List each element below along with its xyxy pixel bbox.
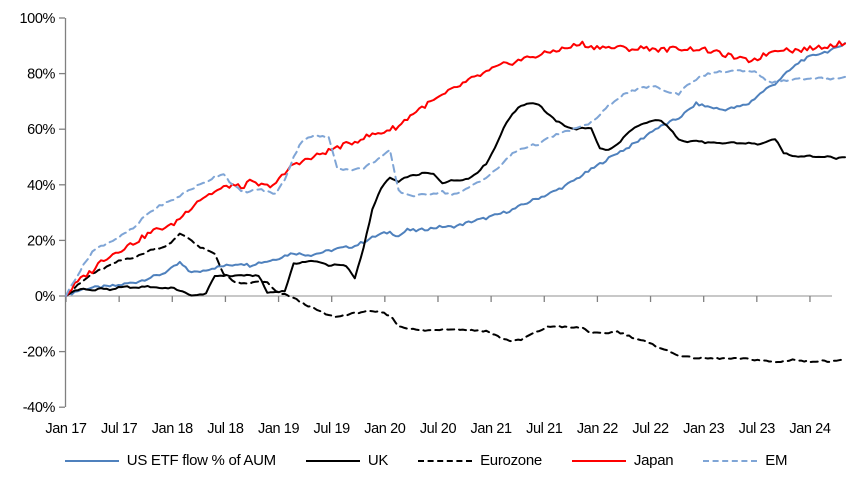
uk-line-swatch-icon	[305, 459, 360, 462]
x-tick-label: Jan 20	[364, 421, 405, 437]
y-tick-label: 0%	[35, 289, 56, 305]
x-tick-label: Jan 18	[152, 421, 193, 437]
axes: 100% 80% 60% 40% 20% 0% -20% -40% Jan 17 Jul 17 Ja…	[20, 11, 832, 437]
x-tick-label: Jul 19	[314, 421, 351, 437]
legend-item-us: US ETF flow % of AUM	[64, 452, 276, 469]
legend-label-uk: UK	[367, 452, 389, 469]
x-tick-label: Jul 18	[207, 421, 244, 437]
em-line-swatch-icon	[703, 459, 758, 462]
us-line-swatch-icon	[64, 459, 119, 462]
series-line-uk	[65, 102, 846, 297]
x-tick-label: Jul 20	[420, 421, 457, 437]
x-tick-label: Jul 23	[739, 421, 776, 437]
y-tick-label: -20%	[23, 345, 56, 361]
series-line-us-etf-flow-of-aum	[65, 42, 846, 297]
y-tick-label: -40%	[23, 400, 56, 416]
y-tick-label: 20%	[27, 233, 55, 249]
x-tick-label: Jan 19	[258, 421, 299, 437]
legend-label-japan: Japan	[633, 452, 674, 469]
eurozone-line-swatch-icon	[418, 459, 473, 462]
y-tick-label: 40%	[27, 178, 55, 194]
legend-label-us: US ETF flow % of AUM	[126, 452, 276, 469]
y-tick-label: 100%	[20, 11, 56, 27]
legend-label-em: EM	[765, 452, 788, 469]
chart-legend: US ETF flow % of AUM UK Eurozone Japan E…	[0, 452, 852, 469]
x-tick-label: Jul 17	[101, 421, 138, 437]
chart-canvas: 100% 80% 60% 40% 20% 0% -20% -40% Jan 17 Jul 17 Ja…	[20, 11, 846, 437]
series-line-em	[65, 69, 846, 297]
legend-item-em: EM	[703, 452, 787, 469]
legend-item-uk: UK	[305, 452, 389, 469]
x-tick-label: Jan 23	[683, 421, 724, 437]
x-tick-label: Jan 21	[471, 421, 512, 437]
legend-item-japan: Japan	[571, 452, 674, 469]
legend-item-eurozone: Eurozone	[418, 452, 542, 469]
y-tick-label: 60%	[27, 122, 55, 138]
x-tick-label: Jul 21	[526, 421, 563, 437]
japan-line-swatch-icon	[571, 459, 626, 462]
series-line-eurozone	[65, 232, 846, 364]
legend-label-eurozone: Eurozone	[480, 452, 542, 469]
y-tick-label: 80%	[27, 67, 55, 83]
x-tick-label: Jan 24	[789, 421, 830, 437]
x-tick-label: Jan 22	[577, 421, 618, 437]
x-tick-label: Jul 22	[632, 421, 669, 437]
x-tick-label: Jan 17	[45, 421, 86, 437]
series-line-japan	[65, 40, 846, 297]
